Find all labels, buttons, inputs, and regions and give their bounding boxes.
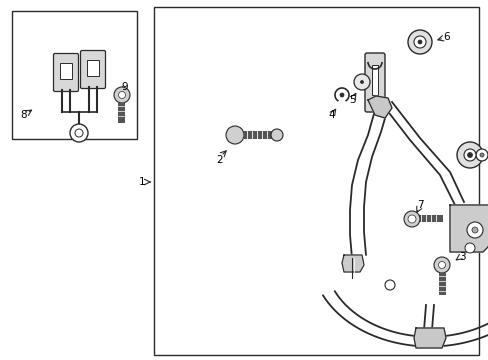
Bar	[87, 60, 99, 76]
FancyBboxPatch shape	[81, 50, 105, 89]
Bar	[60, 63, 72, 79]
Circle shape	[225, 126, 244, 144]
Circle shape	[413, 36, 425, 48]
Bar	[154, 7, 478, 355]
Circle shape	[479, 153, 483, 157]
Circle shape	[75, 129, 83, 137]
Bar	[417, 215, 442, 222]
Bar	[438, 273, 445, 295]
Circle shape	[114, 87, 130, 103]
FancyBboxPatch shape	[53, 54, 79, 91]
Text: 1: 1	[139, 177, 145, 187]
Circle shape	[407, 30, 431, 54]
Text: 6: 6	[443, 32, 449, 42]
Circle shape	[270, 129, 283, 141]
Circle shape	[433, 257, 449, 273]
Circle shape	[471, 227, 477, 233]
Text: 2: 2	[216, 155, 223, 165]
Circle shape	[360, 81, 363, 84]
Text: 4: 4	[328, 110, 335, 120]
Circle shape	[467, 153, 471, 158]
Circle shape	[463, 149, 475, 161]
Circle shape	[384, 280, 394, 290]
Circle shape	[118, 91, 125, 99]
Circle shape	[70, 124, 88, 142]
Bar	[12, 11, 137, 139]
Text: 9: 9	[122, 82, 128, 92]
Circle shape	[417, 40, 421, 44]
Circle shape	[475, 149, 487, 161]
Circle shape	[466, 222, 482, 238]
Circle shape	[353, 74, 369, 90]
Polygon shape	[341, 255, 363, 272]
Bar	[371, 65, 377, 95]
Circle shape	[438, 261, 445, 269]
Bar	[118, 103, 125, 123]
Text: 5: 5	[348, 95, 355, 105]
FancyBboxPatch shape	[364, 53, 384, 112]
Polygon shape	[413, 328, 445, 348]
Bar	[244, 131, 271, 139]
Polygon shape	[367, 96, 391, 118]
Text: 8: 8	[20, 110, 27, 120]
Text: 3: 3	[458, 252, 465, 262]
Text: 7: 7	[416, 200, 423, 210]
Circle shape	[464, 243, 474, 253]
Circle shape	[456, 142, 482, 168]
Circle shape	[407, 215, 415, 223]
Polygon shape	[449, 205, 488, 252]
Circle shape	[339, 93, 343, 97]
Circle shape	[403, 211, 419, 227]
